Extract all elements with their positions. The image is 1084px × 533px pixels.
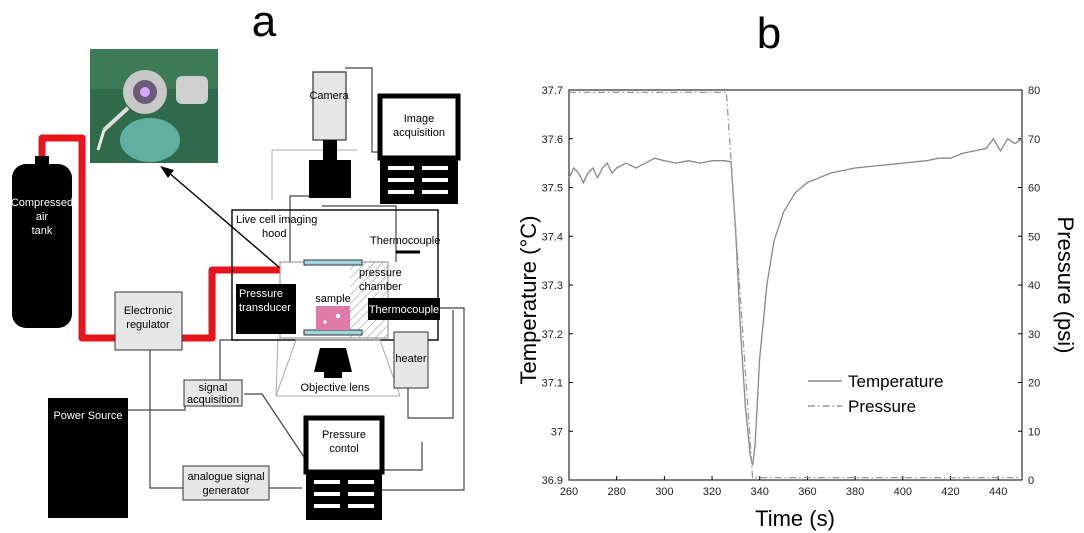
- image-acquisition-label-2: acquisition: [393, 127, 445, 139]
- x-tick-label: 340: [751, 486, 769, 498]
- objective-lens: Objective lens: [275, 339, 401, 397]
- y-tick-label: 37.4: [542, 231, 563, 243]
- signal-generator-label-1: analogue signal: [187, 471, 264, 483]
- legend-label-pressure: Pressure: [848, 397, 916, 416]
- y-tick-label: 37.2: [542, 329, 563, 341]
- x-tick-label: 280: [608, 486, 626, 498]
- x-tick-label: 400: [894, 486, 912, 498]
- y-tick-label: 37.6: [542, 134, 563, 146]
- x-tick-label: 420: [941, 486, 959, 498]
- legend: Temperature Pressure: [808, 372, 943, 416]
- tank-label-3: tank: [32, 225, 53, 237]
- x-axis: 260 280 300 320 340 360 380 400 420 440: [560, 476, 1007, 498]
- y-tick-label: 37: [551, 426, 563, 438]
- camera-label: Camera: [309, 90, 349, 102]
- transducer-label-2: transducer: [239, 302, 291, 314]
- pressure-chamber-label-1: pressure: [359, 267, 402, 279]
- panel-a-letter: a: [252, 0, 277, 46]
- y-axis-left: 36.9 37 37.1 37.2 37.3 37.4 37.5 37.6 37.7: [542, 85, 573, 487]
- y-tick-label: 36.9: [542, 475, 563, 487]
- power-source: Power Source: [48, 398, 128, 518]
- compressed-air-tank: Compressed air tank: [11, 156, 73, 328]
- hood-label-1: Live cell imaging: [236, 214, 317, 226]
- image-acquisition-computer: Image acquisition: [377, 93, 461, 204]
- thermocouple-bottom: Thermocouple: [368, 298, 440, 320]
- panel-b: b 260 280 300 320 340 360 380 400 420 440 36.9373…: [516, 9, 1078, 531]
- x-tick-label: 360: [798, 486, 816, 498]
- x-axis-title: Time (s): [755, 506, 835, 531]
- device-photo: [90, 49, 218, 163]
- transducer-label-1: Pressure: [239, 288, 283, 300]
- pressure-control-computer: Pressure contol: [303, 415, 385, 520]
- series-layer: [568, 91, 1023, 479]
- x-tick-label: 300: [655, 486, 673, 498]
- objective-lens-label: Objective lens: [300, 382, 370, 394]
- y-right-tick-label: 30: [1028, 329, 1040, 341]
- x-tick-label: 320: [703, 486, 721, 498]
- camera: Camera: [309, 71, 351, 198]
- x-tick-label: 260: [560, 486, 578, 498]
- compressed-air-line: [38, 134, 284, 342]
- pressure-control-label-1: Pressure: [322, 429, 366, 441]
- y-right-tick-label: 60: [1028, 183, 1040, 195]
- pressure-chamber-label-2: chamber: [359, 281, 402, 293]
- y-tick-label: 37.5: [542, 183, 563, 195]
- signal-generator-label-2: generator: [202, 485, 249, 497]
- heater: heater: [393, 331, 429, 389]
- live-cell-imaging-hood: Live cell imaging hood Thermocouple: [231, 209, 440, 341]
- signal-acquisition: signal acquisition: [183, 379, 243, 407]
- panel-a: a: [11, 0, 465, 520]
- series-line-pressure: [569, 91, 1022, 479]
- y-right-tick-label: 40: [1028, 280, 1040, 292]
- y-axis-right-title: Pressure (psi): [1053, 217, 1078, 354]
- panel-b-letter: b: [757, 9, 781, 58]
- electronic-regulator: Electronic regulator: [114, 291, 183, 351]
- y-tick-label: 37.7: [542, 85, 563, 97]
- signal-acquisition-label-1: signal: [199, 382, 228, 394]
- y-right-tick-label: 10: [1028, 426, 1040, 438]
- signal-acquisition-label-2: acquisition: [187, 394, 239, 406]
- thermocouple-top-label: Thermocouple: [370, 235, 440, 247]
- hood-label-2: hood: [262, 228, 286, 240]
- series-line-temperature: [568, 137, 1023, 466]
- analogue-signal-generator: analogue signal generator: [182, 465, 270, 501]
- legend-label-temperature: Temperature: [848, 372, 943, 391]
- y-axis-title: Temperature (°C): [516, 216, 541, 385]
- heater-label: heater: [395, 353, 427, 365]
- plot-frame: [568, 89, 1023, 481]
- photo-arrow: [160, 166, 281, 269]
- y-axis-right: 0 10 20 30 40 50 60 70 80: [1018, 85, 1040, 487]
- pressure-control-label-2: contol: [329, 443, 358, 455]
- y-right-tick-label: 0: [1028, 475, 1034, 487]
- sample-label: sample: [315, 293, 350, 305]
- x-tick-label: 440: [989, 486, 1007, 498]
- pressure-transducer: Pressure transducer: [236, 284, 296, 334]
- y-right-tick-label: 70: [1028, 134, 1040, 146]
- tank-label-2: air: [36, 211, 49, 223]
- y-right-tick-label: 20: [1028, 378, 1040, 390]
- y-right-tick-label: 80: [1028, 85, 1040, 97]
- tank-label-1: Compressed: [11, 197, 73, 209]
- regulator-label-2: regulator: [126, 319, 170, 331]
- sample-dish: [316, 306, 350, 330]
- thermocouple-bottom-label: Thermocouple: [369, 304, 439, 316]
- power-source-label: Power Source: [53, 410, 122, 422]
- image-acquisition-label-1: Image: [404, 113, 435, 125]
- regulator-label-1: Electronic: [124, 305, 173, 317]
- y-tick-label: 37.3: [542, 280, 563, 292]
- y-tick-label: 37.1: [542, 378, 563, 390]
- x-tick-label: 380: [846, 486, 864, 498]
- y-right-tick-label: 50: [1028, 231, 1040, 243]
